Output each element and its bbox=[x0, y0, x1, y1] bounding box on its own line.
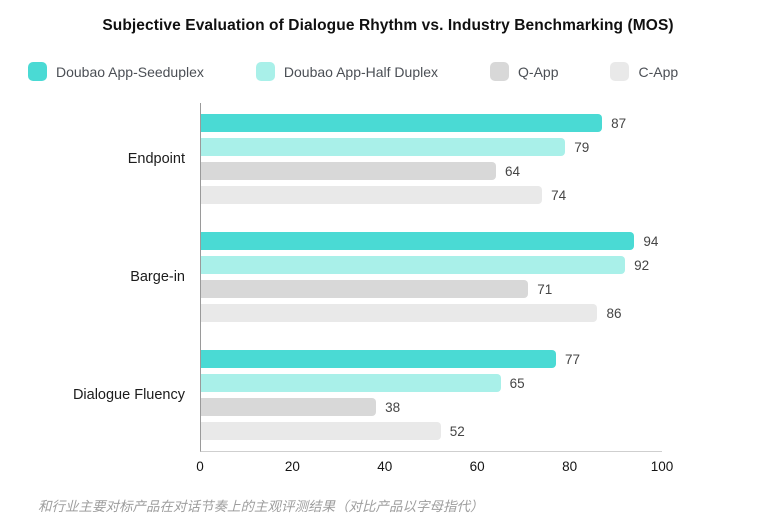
bar-value-label: 65 bbox=[509, 375, 525, 391]
legend-swatch-icon bbox=[610, 62, 630, 81]
legend-swatch-icon bbox=[255, 62, 275, 81]
bar-value-label: 74 bbox=[551, 187, 567, 203]
bar-value-label: 86 bbox=[606, 305, 622, 321]
bar-row: 52 bbox=[201, 422, 662, 440]
bar-row: 38 bbox=[201, 398, 662, 416]
bar-group: Barge-in 94 92 71 86 bbox=[130, 232, 662, 322]
bar-value-label: 92 bbox=[634, 257, 650, 273]
bar-row: 64 bbox=[201, 162, 662, 180]
bar bbox=[201, 162, 497, 180]
bar-row: 92 bbox=[201, 256, 662, 274]
bar-row: 74 bbox=[201, 186, 662, 204]
bar-chart: Endpoint 87 79 64 74 Barge-in 94 92 71 86 Dialogue… bbox=[0, 103, 776, 474]
category-label: Dialogue Fluency bbox=[72, 387, 185, 403]
legend-item: Doubao App-Seeduplex bbox=[28, 62, 204, 81]
bar-row: 77 bbox=[201, 350, 662, 368]
legend: Doubao App-Seeduplex Doubao App-Half Dupl… bbox=[28, 62, 776, 81]
legend-swatch-icon bbox=[490, 62, 510, 81]
bar-value-label: 94 bbox=[643, 233, 659, 249]
bar-row: 94 bbox=[201, 232, 662, 250]
bar bbox=[201, 280, 529, 298]
bar-value-label: 71 bbox=[537, 281, 553, 297]
bar bbox=[201, 422, 441, 440]
x-tick-label: 20 bbox=[284, 459, 300, 474]
legend-item: C-App bbox=[610, 62, 678, 81]
chart-title: Subjective Evaluation of Dialogue Rhythm… bbox=[102, 17, 674, 34]
plot-area: Endpoint 87 79 64 74 Barge-in 94 92 71 86 Dialogue… bbox=[73, 103, 662, 452]
legend-swatch-icon bbox=[28, 62, 47, 81]
bar bbox=[201, 114, 603, 132]
bar bbox=[201, 398, 377, 416]
bar bbox=[201, 256, 626, 274]
bar-row: 65 bbox=[201, 374, 662, 392]
bar bbox=[201, 138, 566, 156]
legend-item: Doubao App-Half Duplex bbox=[255, 62, 439, 81]
bar bbox=[201, 350, 556, 368]
bar bbox=[201, 304, 598, 322]
category-label: Endpoint bbox=[127, 151, 185, 167]
bar-value-label: 77 bbox=[564, 351, 580, 367]
bar-group: Dialogue Fluency 77 65 38 52 bbox=[73, 350, 662, 440]
bar-value-label: 38 bbox=[385, 399, 401, 415]
x-tick-label: 100 bbox=[650, 459, 674, 474]
bar-row: 87 bbox=[201, 114, 662, 132]
bar-row: 71 bbox=[201, 280, 662, 298]
x-tick-label: 0 bbox=[196, 459, 204, 474]
chart-caption: 和行业主要对标产品在对话节奏上的主观评测结果（对比产品以字母指代） bbox=[38, 499, 484, 514]
bar-row: 86 bbox=[201, 304, 662, 322]
category-label: Barge-in bbox=[130, 269, 185, 285]
bar-value-label: 52 bbox=[449, 423, 465, 439]
x-tick-label: 80 bbox=[562, 459, 578, 474]
bar-value-label: 79 bbox=[574, 139, 590, 155]
bar-row: 79 bbox=[201, 138, 662, 156]
bar-group: Endpoint 87 79 64 74 bbox=[128, 114, 662, 204]
legend-label: C-App bbox=[638, 63, 679, 80]
legend-label: Doubao App-Seeduplex bbox=[56, 63, 204, 80]
bar bbox=[201, 374, 501, 392]
x-tick-label: 60 bbox=[469, 459, 485, 474]
bar-value-label: 87 bbox=[611, 115, 627, 131]
x-axis: 0 20 40 60 80 100 bbox=[196, 452, 673, 474]
legend-label: Q-App bbox=[518, 63, 559, 80]
legend-item: Q-App bbox=[490, 62, 558, 81]
bar-value-label: 64 bbox=[505, 163, 521, 179]
bar bbox=[201, 232, 635, 250]
bar bbox=[201, 186, 543, 204]
legend-label: Doubao App-Half Duplex bbox=[283, 63, 439, 80]
x-tick-label: 40 bbox=[377, 459, 393, 474]
